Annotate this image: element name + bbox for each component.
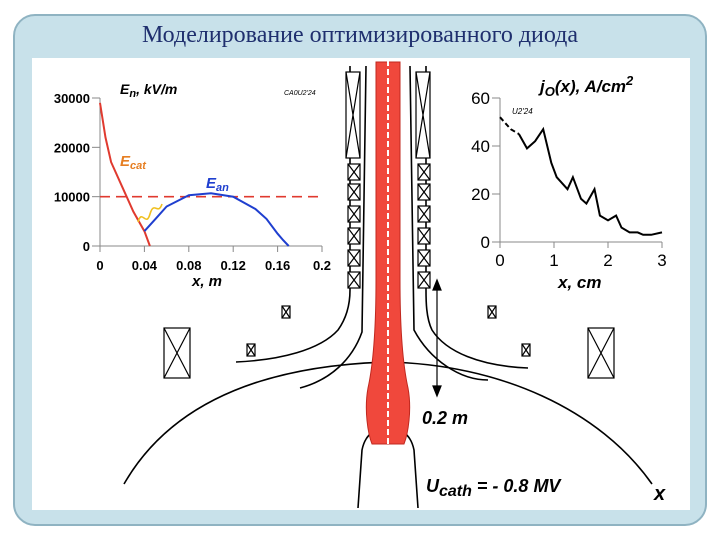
current-plot-ylabel-main: j: [538, 77, 546, 96]
coil-cross: [163, 327, 191, 379]
current-plot-x-tick-label: 2: [603, 251, 612, 270]
current-plot-x-tick-label: 3: [657, 251, 666, 270]
current-plot-y-tick-label: 40: [471, 137, 490, 156]
field-plot-y-tick-label: 10000: [54, 190, 90, 205]
slide-title: Моделирование оптимизированного диода: [141, 22, 579, 48]
field-plot-ylabel-sub: n: [129, 88, 136, 100]
current-plot-ylabel-sup: 2: [625, 73, 634, 88]
current-plot-x-ticks: 0 1 2 3: [495, 242, 667, 270]
voltage-subscript: cath: [439, 483, 472, 500]
current-plot-xlabel: x, cm: [557, 273, 601, 292]
field-plot-stamp: CA0U2'24: [284, 90, 316, 97]
coil-cross: [417, 249, 431, 267]
field-line-left: [235, 66, 351, 363]
coil-small: [521, 343, 531, 357]
coil-cross: [487, 305, 497, 319]
current-series-jo: [518, 126, 663, 236]
current-series-start-dashed: [499, 116, 520, 135]
outer-coils: [163, 305, 615, 379]
current-plot-ylabel: jO(x), A/cm2: [538, 73, 634, 99]
label-ean-main: E: [206, 175, 217, 192]
coil-cross: [587, 327, 615, 379]
field-plot-x-tick-label: 0.12: [221, 258, 246, 273]
current-plot-ylabel-rest: (x), A/cm: [555, 77, 626, 96]
label-ecat: Ecat: [120, 153, 147, 172]
coil-stack-left: [345, 71, 361, 289]
label-ecat-sub: cat: [130, 160, 147, 172]
field-plot-x-ticks: 0 0.04 0.08 0.12 0.16 0.2: [96, 246, 331, 273]
field-plot-y-ticks: 30000 20000 10000 0: [54, 91, 100, 254]
coil-cross: [417, 227, 431, 245]
field-plot-y-tick-label: 20000: [54, 140, 90, 155]
gap-arrow-head-bottom: [432, 385, 442, 398]
coil-cross: [417, 205, 431, 223]
current-plot-series: [499, 116, 663, 236]
coil-cross: [347, 271, 361, 289]
coil-small: [246, 343, 256, 357]
coil-small: [281, 305, 291, 319]
figure-panel: [32, 58, 690, 510]
voltage-symbol: U: [426, 476, 440, 496]
current-plot-x-tick-label: 1: [549, 251, 558, 270]
current-plot-y-tick-label: 60: [471, 89, 490, 108]
current-plot-ylabel-sub: O: [545, 84, 555, 99]
gap-dimension: [432, 278, 442, 398]
coil-small: [487, 305, 497, 319]
field-plot: 30000 20000 10000 0 0 0.04 0.08 0.12 0.16 0.2 En…: [54, 81, 331, 290]
coil-outer-left: [163, 327, 191, 379]
coil-cross: [347, 163, 361, 181]
field-plot-series: [99, 102, 322, 247]
voltage-label: Ucath = - 0.8 MV: [426, 476, 562, 500]
field-plot-y-tick-label: 0: [83, 239, 90, 254]
field-plot-x-tick-label: 0.08: [176, 258, 201, 273]
current-plot-x-tick-label: 0: [495, 251, 504, 270]
coil-cross: [417, 163, 431, 181]
field-line-left-inner: [299, 65, 367, 389]
current-plot-y-tick-label: 20: [471, 185, 490, 204]
coil-stack-right: [415, 71, 431, 289]
coil-cross: [415, 71, 431, 159]
field-series-ean: [143, 192, 290, 247]
field-plot-y-tick-label: 30000: [54, 91, 90, 106]
coil-cross: [345, 71, 361, 159]
field-line-right-inner: [409, 65, 489, 381]
coil-cross: [347, 227, 361, 245]
coil-cross: [417, 271, 431, 289]
coil-cross: [347, 205, 361, 223]
label-ean: Ean: [206, 175, 229, 194]
coil-cross: [417, 183, 431, 201]
field-plot-ylabel-main: E: [120, 81, 130, 97]
coil-cross: [521, 343, 531, 357]
electron-beam: [365, 60, 411, 445]
current-plot-y-tick-label: 0: [481, 233, 490, 252]
gap-label: 0.2 m: [422, 408, 468, 428]
current-plot-y-ticks: 60 40 20 0: [471, 89, 500, 252]
gap-arrow-head-top: [432, 278, 442, 291]
axis-label-x: x: [653, 483, 666, 505]
coil-cross: [347, 249, 361, 267]
field-plot-ylabel: En, kV/m: [120, 81, 177, 100]
field-plot-ylabel-unit: , kV/m: [135, 81, 177, 97]
field-plot-x-tick-label: 0: [96, 258, 103, 273]
label-ecat-main: E: [120, 153, 131, 170]
coil-cross: [347, 183, 361, 201]
coil-cross: [246, 343, 256, 357]
field-plot-x-tick-label: 0.16: [265, 258, 290, 273]
field-series-aux-trace: [137, 203, 163, 223]
field-line-right: [425, 66, 529, 369]
current-plot-stamp: U2'24: [512, 107, 533, 116]
field-series-ecat: [99, 102, 151, 247]
label-ean-sub: an: [216, 182, 229, 194]
field-plot-xlabel: x, m: [191, 273, 222, 290]
voltage-value: = - 0.8 MV: [472, 476, 563, 496]
field-plot-x-tick-label: 0.2: [313, 258, 331, 273]
coil-cross: [281, 305, 291, 319]
field-plot-x-tick-label: 0.04: [132, 258, 158, 273]
coil-outer-right: [587, 327, 615, 379]
